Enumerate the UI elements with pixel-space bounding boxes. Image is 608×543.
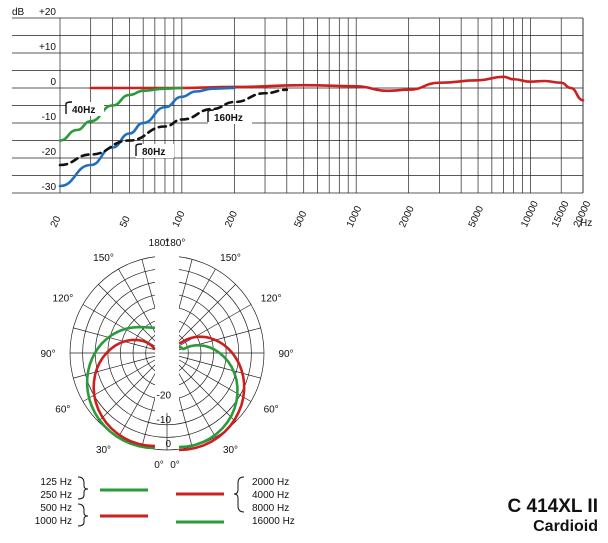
polar-spoke: [98, 284, 162, 348]
polar-pattern: 180°180° 150° 150° 120° 120° 90° 90° 60° 60° 30° 3…: [40, 238, 294, 471]
filter-label-bg: [208, 110, 252, 124]
polar-angle-label-right: 150°: [220, 253, 241, 264]
x-tick-label: 2000: [397, 204, 417, 229]
frequency-curves: [58, 75, 585, 188]
y-tick-label: -20: [42, 147, 57, 158]
filter-label-corner: [135, 143, 143, 156]
filter-annotations: 40Hz 80Hz 160Hz: [65, 101, 252, 158]
filter-label-text: 80Hz: [142, 147, 165, 158]
polar-angle-label-left: 150°: [93, 253, 114, 264]
pattern-name: Cardioid: [533, 518, 598, 535]
polar-angle-label-left: 90°: [40, 349, 55, 360]
x-tick-label: 200: [223, 209, 240, 229]
polar-radial-tick: 0: [165, 439, 171, 450]
legend-brace: [77, 476, 89, 500]
legend-brace: [77, 503, 89, 527]
polar-angle-label-left: 180°: [149, 238, 170, 249]
x-tick-label: 15000: [550, 199, 572, 229]
polar-angle-label-right: 120°: [261, 294, 282, 305]
curve-hp80: [58, 86, 236, 188]
polar-curve-125-250: [85, 325, 156, 450]
x-tick-label: 100: [171, 209, 188, 229]
curve-hp160: [58, 88, 289, 167]
polar-radial-tick: -20: [157, 391, 172, 402]
polar-angle-label-left: 60°: [55, 405, 70, 416]
legend-frequency-left: 500 Hz: [40, 503, 72, 514]
filter-label-corner: [65, 101, 73, 114]
legend-frequency-left: 250 Hz: [40, 490, 72, 501]
curve-flat: [89, 75, 585, 102]
polar-angle-label-right: 60°: [264, 405, 279, 416]
filter-label-bg: [66, 102, 104, 116]
polar-spoke: [173, 304, 252, 350]
y-tick-label: 0: [50, 77, 56, 88]
legend-frequency-right: 16000 Hz: [252, 516, 295, 527]
legend-frequency-right: 8000 Hz: [252, 503, 289, 514]
filter-label-corner: [207, 109, 215, 122]
y-tick-label: -10: [42, 112, 57, 123]
x-axis-unit: Hz: [580, 218, 592, 229]
polar-curve-16000: [178, 344, 239, 449]
polar-spoke: [172, 284, 236, 348]
filter-label-text: 40Hz: [72, 105, 95, 116]
polar-angle-label-right: 30°: [223, 445, 238, 456]
polar-center-band: [155, 238, 179, 413]
y-tick-label: +20: [39, 7, 56, 18]
legend-frequency-right: 4000 Hz: [252, 490, 289, 501]
x-tick-label: 500: [292, 209, 309, 229]
model-name: C 414XL II: [507, 496, 598, 517]
y-axis-unit: dB: [12, 7, 25, 18]
x-tick-label: 20: [49, 214, 64, 229]
y-tick-label: +10: [39, 42, 56, 53]
polar-angle-label-left: 30°: [96, 445, 111, 456]
polar-angle-label-right: 180°: [165, 238, 186, 249]
polar-spoke: [174, 354, 261, 379]
y-tick-label: -30: [42, 182, 57, 193]
polar-curve-500-1000: [92, 338, 156, 448]
polar-spoke: [73, 354, 160, 379]
legend-frequency-left: 125 Hz: [40, 477, 72, 488]
legend-brace: [233, 476, 245, 513]
polar-angle-label-left: 120°: [53, 294, 74, 305]
curve-hp40: [58, 86, 184, 142]
polar-radial-tick: -10: [157, 415, 172, 426]
legend-frequency-right: 2000 Hz: [252, 477, 289, 488]
filter-label-bg: [136, 144, 174, 158]
polar-spoke: [73, 327, 160, 352]
polar-spoke: [172, 358, 236, 422]
x-tick-label: 10000: [519, 199, 541, 229]
polar-angle-label-right: 0°: [170, 460, 180, 471]
polar-spoke: [98, 358, 162, 422]
x-tick-label: 5000: [467, 204, 487, 229]
legend-frequency-left: 1000 Hz: [35, 516, 72, 527]
filter-label-text: 160Hz: [214, 113, 243, 124]
polar-curve-2000-8000: [178, 335, 246, 452]
x-tick-label: 50: [118, 214, 133, 229]
polar-angle-label-left: 0°: [154, 460, 164, 471]
frequency-grid: [12, 17, 584, 194]
polar-legend: 125 Hz 250 Hz 500 Hz 1000 Hz 2000 Hz 4000 Hz 8…: [35, 476, 295, 527]
polar-angle-label-right: 90°: [278, 349, 293, 360]
x-tick-label: 1000: [345, 204, 365, 229]
polar-spoke: [82, 356, 161, 402]
